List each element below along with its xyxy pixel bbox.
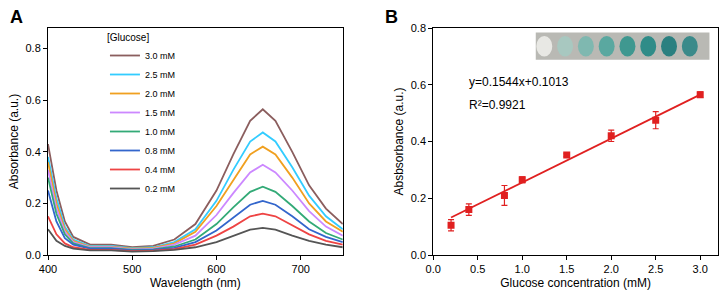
svg-text:0.8: 0.8 [26, 42, 41, 54]
svg-text:[Glucose]: [Glucose] [107, 32, 149, 43]
svg-text:Wavelength (nm): Wavelength (nm) [150, 276, 241, 290]
svg-text:2.0 mM: 2.0 mM [145, 89, 175, 99]
svg-text:B: B [385, 7, 398, 27]
svg-text:0.0: 0.0 [426, 263, 441, 275]
svg-text:Absbsorbance (a.u.): Absbsorbance (a.u.) [392, 87, 406, 195]
svg-text:0.6: 0.6 [411, 79, 426, 91]
svg-text:y=0.1544x+0.1013: y=0.1544x+0.1013 [469, 75, 569, 89]
svg-text:A: A [10, 7, 23, 27]
svg-text:0.5: 0.5 [470, 263, 485, 275]
svg-text:700: 700 [292, 263, 310, 275]
svg-text:0.2: 0.2 [411, 192, 426, 204]
svg-text:0.0: 0.0 [411, 249, 426, 261]
svg-text:0.2 mM: 0.2 mM [145, 184, 175, 194]
svg-text:0.4 mM: 0.4 mM [145, 165, 175, 175]
svg-text:2.5: 2.5 [648, 263, 663, 275]
svg-text:1.0 mM: 1.0 mM [145, 127, 175, 137]
svg-text:3.0: 3.0 [693, 263, 708, 275]
svg-text:2.5 mM: 2.5 mM [145, 70, 175, 80]
svg-text:0.0: 0.0 [26, 249, 41, 261]
svg-text:600: 600 [207, 263, 225, 275]
svg-text:0.4: 0.4 [26, 146, 41, 158]
svg-text:0.2: 0.2 [26, 197, 41, 209]
svg-text:1.5: 1.5 [559, 263, 574, 275]
svg-text:400: 400 [39, 263, 57, 275]
svg-text:Glucose concentration (mM): Glucose concentration (mM) [500, 276, 651, 290]
svg-text:500: 500 [123, 263, 141, 275]
svg-text:0.6: 0.6 [26, 94, 41, 106]
svg-text:1.5 mM: 1.5 mM [145, 108, 175, 118]
svg-text:2.0: 2.0 [604, 263, 619, 275]
svg-text:Absorbance (a.u.): Absorbance (a.u.) [7, 94, 21, 189]
svg-text:0.8: 0.8 [411, 22, 426, 34]
svg-text:0.4: 0.4 [411, 135, 426, 147]
svg-text:R²=0.9921: R²=0.9921 [469, 98, 526, 112]
svg-text:3.0 mM: 3.0 mM [145, 51, 175, 61]
svg-text:0.8 mM: 0.8 mM [145, 146, 175, 156]
svg-text:1.0: 1.0 [515, 263, 530, 275]
